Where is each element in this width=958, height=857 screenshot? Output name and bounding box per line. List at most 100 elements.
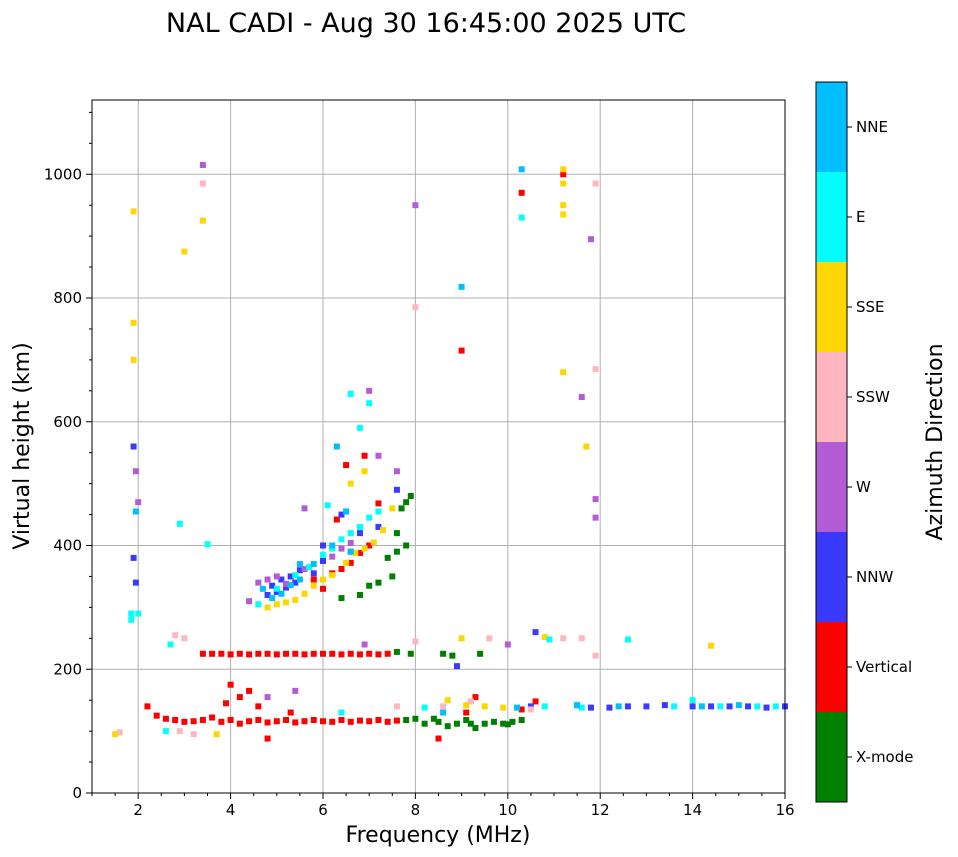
data-point [301,566,308,573]
data-point [389,573,396,580]
data-point [453,663,460,670]
data-point [338,716,345,723]
data-point [347,718,354,725]
data-point [132,508,139,515]
data-point [356,424,363,431]
data-point [578,394,585,400]
data-point [356,549,363,556]
data-point [329,545,336,552]
data-point [463,716,470,723]
data-point [204,541,211,548]
colorbar-segment [816,532,847,622]
data-point [356,717,363,724]
data-point [132,468,139,475]
data-point [467,698,474,705]
data-point [435,718,442,725]
data-point [246,651,253,658]
data-point [430,715,437,722]
data-point [453,720,460,727]
data-point [181,248,188,255]
data-point [301,718,308,725]
data-point [209,650,216,657]
data-point [269,582,276,589]
data-point [310,561,317,568]
data-point [199,716,206,723]
data-point [264,576,271,583]
data-point [472,725,479,732]
data-point [689,703,696,710]
data-point [366,650,373,657]
data-point [370,539,377,546]
data-point [255,601,262,608]
data-point [347,390,354,397]
data-point [283,650,290,657]
data-point [504,641,511,648]
axis-ticks: 2 4 6 8 10 12 14 16 0 200 400 600 800 1000 [44,111,795,819]
data-point [347,650,354,657]
data-point [269,595,276,602]
series-e [128,214,779,735]
data-point [116,729,123,736]
data-point [527,703,534,710]
colorbar-label: Azimuth Direction [923,343,948,540]
data-point [560,166,567,173]
data-point [301,590,308,597]
series-w [132,161,599,701]
data-point [172,632,179,639]
data-point [389,505,396,512]
data-point [130,356,137,363]
data-point [292,579,299,586]
data-point [162,728,169,735]
data-point [227,716,234,723]
data-point [518,214,525,221]
data-point [338,595,345,602]
data-point [324,502,331,509]
data-point [624,636,631,643]
x-tick-label: 16 [775,801,794,819]
data-point [560,202,567,209]
colorbar-segment [816,172,847,262]
data-point [329,718,336,725]
data-point [135,610,142,617]
data-point [310,582,317,589]
data-point [338,536,345,543]
data-point [444,723,451,730]
data-point [763,704,770,711]
colorbar-label-sse: SSE [856,298,885,316]
data-point [458,635,465,642]
data-point [380,527,387,534]
data-point [546,636,553,643]
data-point [592,366,599,373]
data-point [338,566,345,573]
data-point [472,694,479,701]
data-point [708,642,715,649]
data-point [329,553,336,560]
data-point [412,304,419,311]
data-point [181,635,188,642]
data-point [375,500,382,507]
data-point [320,585,326,592]
data-point [255,650,262,657]
data-point [176,520,183,527]
series-sse [112,166,715,738]
data-point [255,579,262,586]
data-point [347,540,354,547]
data-point [264,604,271,611]
data-point [356,523,363,530]
data-point [218,718,225,725]
data-point [273,601,280,608]
colorbar-segment [816,82,847,172]
data-point [509,718,516,725]
data-point [366,718,373,725]
data-point [296,576,303,583]
data-point [444,697,451,704]
data-point [190,731,197,738]
x-tick-label: 12 [591,801,610,819]
data-point [421,720,428,727]
series-vertical [144,171,567,742]
data-point [717,703,724,710]
data-point [283,716,290,723]
data-point [772,703,779,710]
data-point [527,706,534,713]
data-point [153,712,160,719]
